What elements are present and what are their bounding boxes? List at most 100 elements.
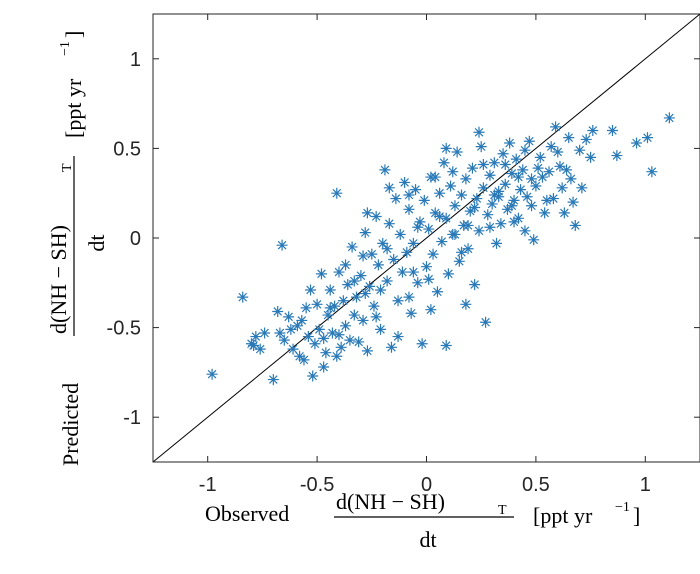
y-tick-label: -1 [123,407,141,429]
data-point [250,331,262,343]
data-point [248,340,260,352]
y-tick-label: 1 [130,49,141,71]
data-point [466,162,478,174]
data-point [342,279,354,291]
data-point [291,320,303,332]
data-point [574,144,586,156]
data-point [550,121,562,133]
data-point [285,323,297,335]
data-point [484,169,496,181]
data-point [471,193,483,205]
data-point [547,193,559,205]
data-point [641,132,653,144]
data-point [606,124,618,136]
data-point [385,341,397,353]
data-point [401,246,413,258]
data-point [434,210,446,222]
data-point [364,280,376,292]
data-point [611,150,623,162]
data-point [484,221,496,233]
data-point [267,374,279,386]
x-tick-label: 1 [640,474,651,496]
data-point [322,309,334,321]
data-point [497,148,509,160]
data-point [504,137,516,149]
data-point [392,331,404,343]
data-point [558,207,570,219]
data-point [421,261,432,273]
data-point [350,291,362,303]
data-point [381,243,393,255]
x-axis-label-unit-close: ] [633,503,640,528]
data-point [473,126,485,138]
data-point [298,354,310,366]
data-point [344,334,356,346]
data-point [331,187,343,199]
data-point [416,338,428,350]
data-point [554,160,566,172]
data-point [545,141,557,153]
data-point [431,286,443,298]
data-point [407,266,419,278]
data-point [372,259,384,271]
data-point [405,307,417,319]
data-point [534,151,546,163]
data-point [565,173,577,185]
data-point [552,146,564,158]
data-point [440,212,452,224]
data-point [399,176,411,188]
data-point [418,194,430,206]
data-point [305,284,317,296]
data-point [460,173,472,185]
data-point [515,184,527,196]
data-point [375,323,387,335]
data-point [302,331,314,343]
data-point [563,132,575,144]
data-point [318,361,330,373]
data-point [587,124,599,136]
x-tick-label: -0.5 [300,474,334,496]
x-tick-label: 0 [421,474,432,496]
data-point [259,327,271,339]
data-point [449,200,461,212]
data-point [462,243,474,255]
data-point [447,166,459,178]
x-tick-label: -1 [199,474,217,496]
data-point [585,151,597,163]
data-point [517,164,529,176]
data-point [569,219,581,231]
data-point [375,284,387,296]
x-axis-label-subscript: T [498,503,507,518]
data-point [315,268,327,280]
y-axis-label-denominator: dt [84,234,109,251]
data-point [381,275,393,287]
y-axis-label: Predicted d(NH − SH) T dt [ppt yr −1 ] [46,31,109,466]
y-tick-label: -0.5 [107,318,141,340]
data-point [528,234,540,246]
data-point [442,268,454,280]
data-point [359,288,371,300]
data-point [296,314,308,326]
y-axis-label-unit-close: ] [61,31,86,38]
data-point [276,239,288,251]
data-point [348,275,360,287]
data-point [663,112,675,124]
data-point [287,343,299,355]
data-point [510,153,522,165]
data-point [324,302,336,314]
data-point [526,173,538,185]
data-point [506,200,518,212]
data-point [324,284,336,296]
data-point [519,225,531,237]
data-point [482,209,494,221]
data-point [499,159,511,171]
data-point [403,189,415,201]
data-point [348,309,360,321]
data-points [206,112,675,386]
data-point [390,193,402,205]
data-point [469,202,481,214]
data-point [335,341,347,353]
data-point [294,350,306,362]
data-point [272,305,284,317]
data-point [318,332,330,344]
